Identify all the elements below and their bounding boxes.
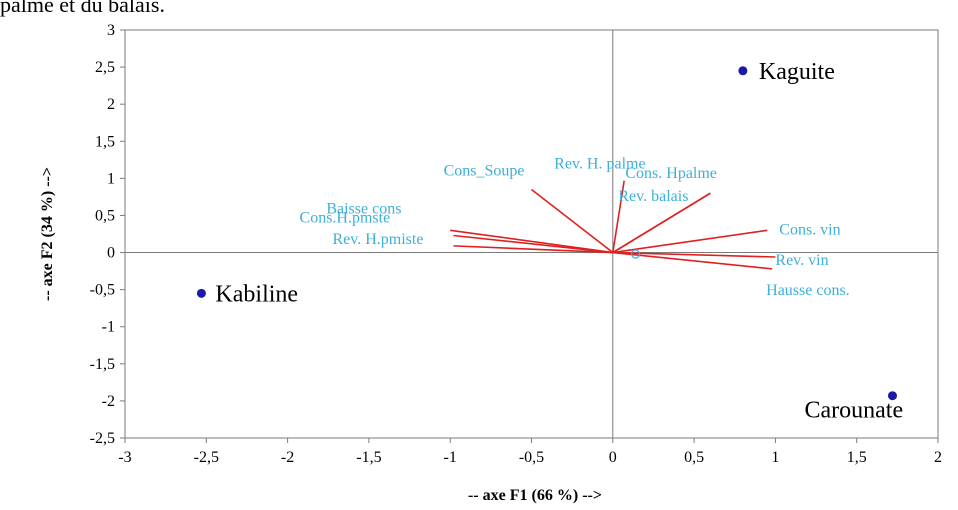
y-tick-label: -1,5 xyxy=(90,356,115,373)
y-tick-label: 1,5 xyxy=(95,133,115,150)
y-tick-label: 2 xyxy=(107,96,115,113)
variable-label: Rev. balais xyxy=(618,188,688,205)
observation-point xyxy=(738,66,748,76)
variable-vector xyxy=(531,188,614,254)
x-tick-label: -1 xyxy=(444,449,457,466)
y-tick-label: 3 xyxy=(107,22,115,39)
y-tick-label: -2 xyxy=(102,393,115,410)
observation-point xyxy=(887,391,897,401)
variable-label: Cons. vin xyxy=(779,221,840,238)
variable-label: Cons_Soupe xyxy=(444,162,525,179)
x-tick-label: -3 xyxy=(118,449,131,466)
x-tick-label: 0 xyxy=(609,449,617,466)
figure-caption-fragment: palme et du balais. xyxy=(0,0,165,17)
x-tick-label: 1 xyxy=(771,449,779,466)
x-tick-label: 2 xyxy=(934,449,942,466)
y-tick-label: -2,5 xyxy=(90,430,115,447)
variable-vector xyxy=(453,245,613,254)
y-tick-label: -1 xyxy=(102,319,115,336)
x-axis-title: -- axe F1 (66 %) --> xyxy=(468,487,602,504)
y-tick-label: 1 xyxy=(107,170,115,187)
y-tick-label: 0 xyxy=(107,245,115,262)
y-tick-label: 0,5 xyxy=(95,207,115,224)
variable-label: Cons. Hpalme xyxy=(625,165,717,182)
variable-label: Rev. vin xyxy=(775,252,828,269)
variable-label: Hausse cons. xyxy=(766,282,850,299)
y-tick-label: -0,5 xyxy=(90,282,115,299)
variable-label: Rev. H. palme xyxy=(554,156,645,173)
observation-label: Kabiline xyxy=(215,281,298,307)
x-tick-label: -1,5 xyxy=(356,449,381,466)
variable-vector xyxy=(612,229,768,254)
y-tick-label: 2,5 xyxy=(95,59,115,76)
observation-label: Carounate xyxy=(804,398,903,424)
x-tick-label: -2 xyxy=(281,449,294,466)
x-tick-label: 1,5 xyxy=(847,449,867,466)
y-axis-title: -- axe F2 (34 %) --> xyxy=(39,167,56,301)
x-tick-label: -2,5 xyxy=(194,449,219,466)
variable-label: Cons.H.pmste xyxy=(300,209,391,226)
variable-label: Rev. H.pmiste xyxy=(332,231,423,248)
observation-point xyxy=(196,288,206,298)
centroid-marker xyxy=(630,249,641,259)
observation-label: Kaguite xyxy=(759,59,835,85)
variable-label: Baisse cons xyxy=(326,200,401,217)
variable-vector xyxy=(612,192,711,254)
x-tick-label: 0,5 xyxy=(684,449,704,466)
x-tick-label: -0,5 xyxy=(519,449,544,466)
variable-vector xyxy=(612,180,625,253)
variable-vector xyxy=(453,234,613,254)
variable-vector xyxy=(450,229,613,254)
